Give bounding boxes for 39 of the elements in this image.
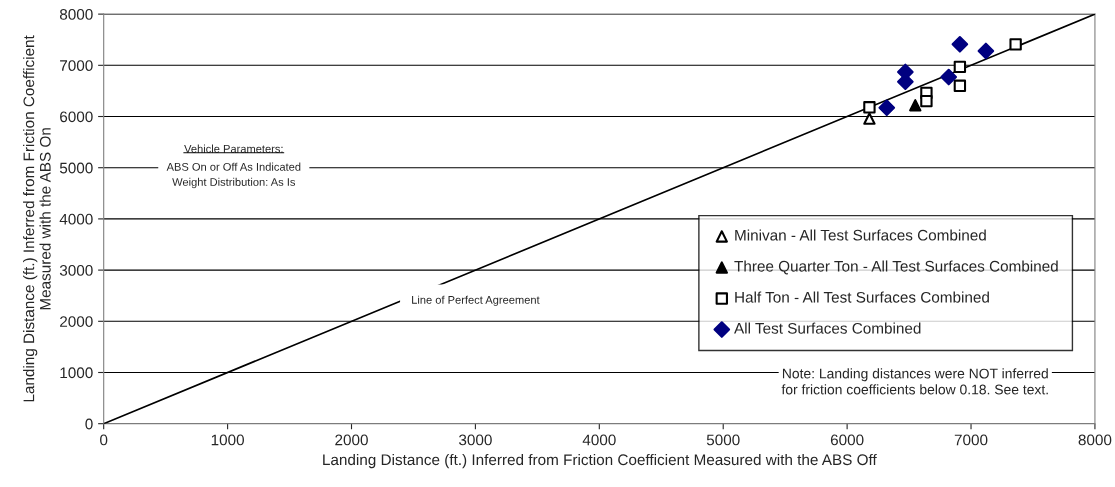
- y-tick-label: 4000: [59, 213, 93, 225]
- y-tick-label: 1000: [60, 367, 93, 379]
- point: [863, 101, 876, 114]
- point: [878, 99, 896, 117]
- annotation: Note: Landing distances were NOT inferred for friction coefficients below 0.18. See text.: [781, 368, 1048, 395]
- legend-label: Minivan - All Test Surfaces Combined: [735, 229, 986, 241]
- point: [1009, 38, 1022, 51]
- y-tick-label: 2000: [60, 316, 93, 327]
- x-tick-label: 6000: [830, 434, 864, 446]
- x-axis-title: Landing Distance (ft.) Inferred from Friction Coefficient Measured with the ABS Off: [323, 453, 877, 469]
- y-tick-label: 7000: [60, 60, 93, 72]
- x-tick-label: 5000: [706, 434, 740, 446]
- point: [977, 42, 995, 60]
- x-tick-label: 1000: [211, 434, 244, 446]
- y-tick-label: 0: [85, 418, 93, 430]
- y-tick-label: 6000: [60, 111, 93, 123]
- legend-label: Half Ton - All Test Surfaces Combined: [735, 291, 989, 303]
- point: [953, 79, 967, 92]
- legend-label: Three Quarter Ton - All Test Surfaces Combined: [734, 260, 1058, 275]
- y-tick-label: 5000: [59, 162, 93, 174]
- point: [951, 36, 969, 53]
- x-tick-label: 8000: [1078, 434, 1112, 446]
- x-tick-label: 4000: [582, 434, 616, 446]
- point: [863, 112, 876, 125]
- point: [920, 94, 933, 108]
- x-tick-label: 0: [100, 434, 108, 446]
- annotation: Vehicle Parameters:: [184, 144, 283, 153]
- annotation: Line of Perfect Agreement: [412, 295, 540, 306]
- x-tick-label: 2000: [335, 434, 368, 446]
- point: [953, 60, 967, 74]
- x-tick-label: 7000: [954, 434, 988, 446]
- x-tick-label: 3000: [459, 434, 492, 446]
- legend-label: All Test Surfaces Combined: [734, 322, 921, 334]
- point: [909, 99, 922, 112]
- y-tick-label: 3000: [59, 264, 93, 276]
- point: [940, 68, 958, 86]
- y-axis-title: Landing Distance (ft.) Inferred from Friction Coefficient Measured with the ABS On: [23, 35, 51, 402]
- annotation: ABS On or Off As Indicated Weight Distribution: As Is: [166, 162, 301, 189]
- y-tick-label: 8000: [59, 8, 93, 20]
